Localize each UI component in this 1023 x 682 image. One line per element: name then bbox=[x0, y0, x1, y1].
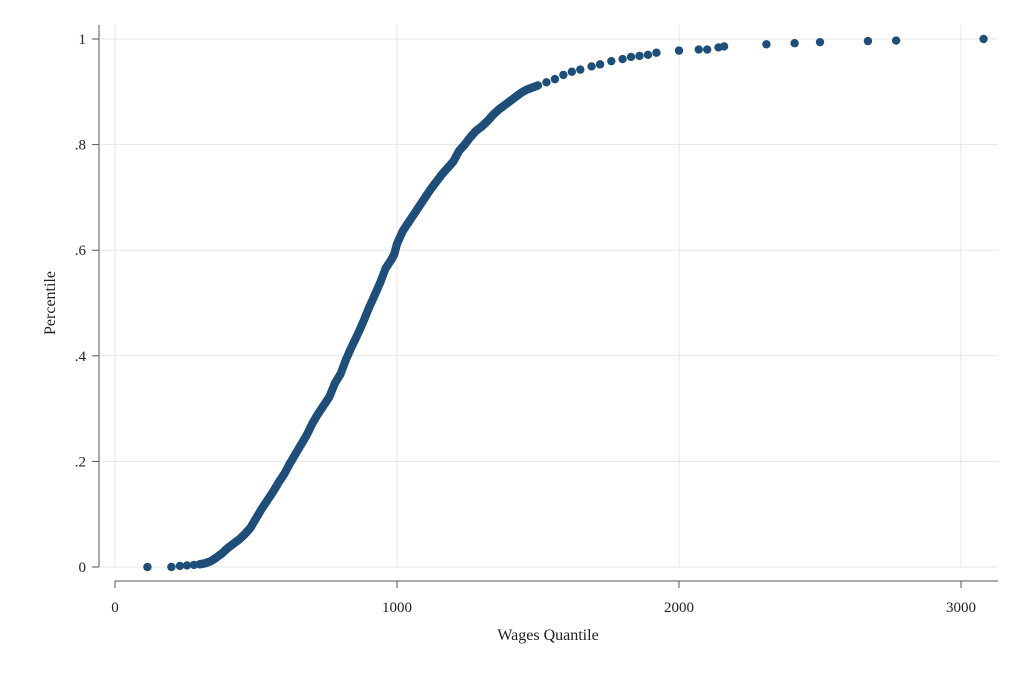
axes bbox=[98, 25, 998, 582]
data-point bbox=[542, 78, 551, 87]
data-point bbox=[891, 36, 901, 45]
data-point bbox=[143, 562, 152, 572]
data-point bbox=[719, 42, 729, 51]
data-point bbox=[674, 46, 684, 55]
data-point bbox=[167, 562, 176, 572]
y-tick-label: .8 bbox=[75, 138, 86, 154]
x-tick-label: 1000 bbox=[382, 600, 412, 616]
y-tick-label: .6 bbox=[75, 243, 87, 259]
y-tick-label: .2 bbox=[75, 454, 86, 470]
data-point bbox=[567, 67, 577, 76]
data-point bbox=[182, 561, 192, 570]
data-point bbox=[979, 34, 988, 44]
x-tick-label: 0 bbox=[111, 600, 119, 616]
x-tick-label: 3000 bbox=[946, 600, 976, 616]
data-point bbox=[550, 74, 560, 84]
data-point bbox=[815, 37, 825, 47]
data-point bbox=[607, 56, 616, 66]
data-point bbox=[762, 40, 771, 49]
y-axis-title: Percentile bbox=[42, 271, 59, 335]
data-point bbox=[652, 48, 661, 57]
y-tick-label: 1 bbox=[79, 32, 87, 48]
y-tick-label: 0 bbox=[79, 560, 87, 576]
data-point bbox=[587, 62, 596, 71]
x-tick-label: 2000 bbox=[664, 600, 694, 616]
data-point bbox=[175, 561, 185, 571]
tick-labels: 0 .2 .4 .6 .8 1 0 1000 2000 3000 bbox=[75, 32, 976, 616]
data-point bbox=[790, 39, 799, 48]
data-point bbox=[863, 36, 873, 46]
gridlines bbox=[100, 25, 998, 568]
data-point bbox=[595, 60, 605, 69]
data-point bbox=[694, 45, 703, 54]
data-point bbox=[626, 52, 636, 62]
data-points bbox=[143, 34, 988, 572]
data-point bbox=[618, 54, 627, 64]
y-tick-label: .4 bbox=[75, 349, 87, 365]
data-point bbox=[635, 51, 644, 61]
data-point bbox=[643, 50, 653, 60]
data-point bbox=[576, 65, 585, 74]
data-point bbox=[533, 81, 543, 90]
data-point bbox=[559, 70, 568, 80]
data-point bbox=[703, 45, 712, 54]
x-axis-title: Wages Quantile bbox=[497, 627, 598, 644]
